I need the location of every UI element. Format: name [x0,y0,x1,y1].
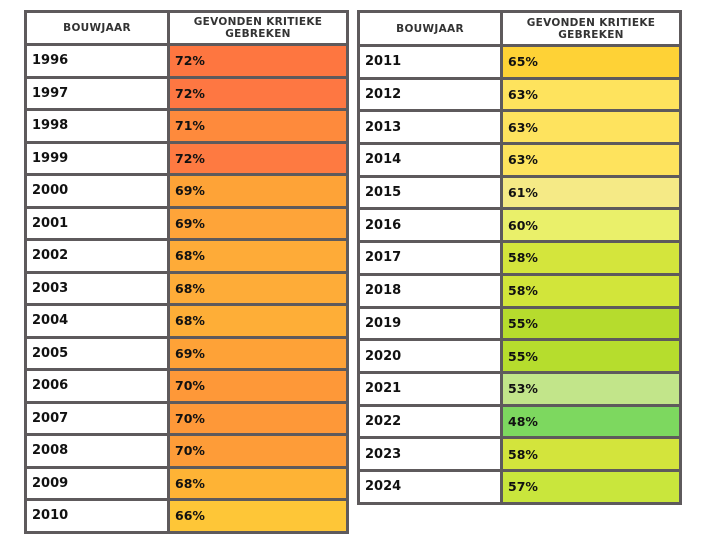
year-cell: 2023 [360,439,500,469]
defect-percentage-cell: 57% [503,471,679,502]
defect-percentage-cell: 68% [170,273,346,303]
year-cell: 2002 [27,241,167,271]
defect-percentage-cell: 72% [170,46,346,76]
year-cell: 2013 [360,112,500,143]
year-cell: 2015 [360,177,500,208]
defect-percentage-cell: 69% [170,176,346,206]
year-cell: 2020 [360,341,500,371]
year-cell: 1996 [27,46,167,76]
header-defects: GEVONDEN KRITIEKE GEBREKEN [503,13,679,44]
year-cell: 2005 [27,338,167,368]
year-cell: 1997 [27,78,167,108]
year-cell: 2012 [360,79,500,110]
year-cell: 2014 [360,145,500,175]
year-cell: 2022 [360,406,500,437]
defect-percentage-cell: 63% [503,112,679,143]
year-cell: 2016 [360,210,500,241]
defect-percentage-cell: 70% [170,403,346,433]
defect-percentage-cell: 63% [503,145,679,175]
defect-percentage-cell: 69% [170,208,346,238]
year-cell: 1998 [27,111,167,141]
defect-percentage-cell: 58% [503,243,679,273]
year-cell: 2011 [360,47,500,77]
defect-percentage-cell: 68% [170,241,346,271]
year-cell: 2021 [360,373,500,404]
defect-percentage-cell: 58% [503,275,679,306]
defect-percentage-cell: 48% [503,406,679,437]
year-cell: 2001 [27,208,167,238]
year-cell: 2004 [27,306,167,336]
year-cell: 2010 [27,501,167,531]
year-cell: 2003 [27,273,167,303]
defect-percentage-cell: 71% [170,111,346,141]
year-cell: 2008 [27,436,167,466]
year-cell: 2009 [27,468,167,498]
defect-percentage-cell: 72% [170,143,346,173]
defect-percentage-cell: 55% [503,308,679,339]
year-cell: 2000 [27,176,167,206]
defect-percentage-cell: 70% [170,371,346,401]
defect-percentage-cell: 60% [503,210,679,241]
year-cell: 2024 [360,471,500,502]
year-cell: 2018 [360,275,500,306]
header-year: BOUWJAAR [360,13,500,44]
header-defects: GEVONDEN KRITIEKE GEBREKEN [170,13,346,43]
defect-percentage-cell: 70% [170,436,346,466]
defect-percentage-cell: 53% [503,373,679,404]
header-year: BOUWJAAR [27,13,167,43]
year-cell: 2017 [360,243,500,273]
year-cell: 1999 [27,143,167,173]
defect-percentage-cell: 58% [503,439,679,469]
defect-percentage-cell: 68% [170,306,346,336]
defect-percentage-cell: 61% [503,177,679,208]
defect-percentage-cell: 68% [170,468,346,498]
year-cell: 2019 [360,308,500,339]
table-left: BOUWJAAR GEVONDEN KRITIEKE GEBREKEN 1996… [24,10,349,534]
defect-percentage-cell: 72% [170,78,346,108]
defect-percentage-cell: 55% [503,341,679,371]
year-cell: 2007 [27,403,167,433]
year-cell: 2006 [27,371,167,401]
defect-percentage-cell: 66% [170,501,346,531]
table-right: BOUWJAAR GEVONDEN KRITIEKE GEBREKEN 2011… [357,10,682,505]
defect-percentage-cell: 65% [503,47,679,77]
defect-percentage-cell: 69% [170,338,346,368]
defect-percentage-cell: 63% [503,79,679,110]
